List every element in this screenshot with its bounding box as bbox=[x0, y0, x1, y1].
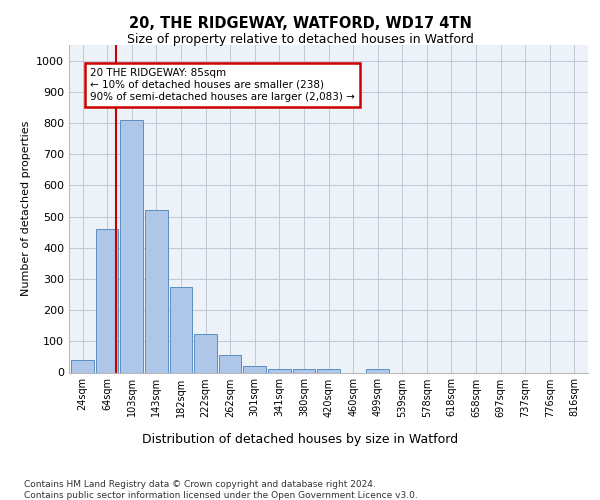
Bar bbox=[268, 369, 290, 372]
Bar bbox=[145, 210, 167, 372]
Bar bbox=[317, 370, 340, 372]
Bar bbox=[293, 370, 315, 372]
Bar bbox=[194, 334, 217, 372]
Bar bbox=[71, 360, 94, 372]
Text: 20, THE RIDGEWAY, WATFORD, WD17 4TN: 20, THE RIDGEWAY, WATFORD, WD17 4TN bbox=[128, 16, 472, 32]
Bar bbox=[96, 229, 118, 372]
Text: Size of property relative to detached houses in Watford: Size of property relative to detached ho… bbox=[127, 34, 473, 46]
Bar bbox=[244, 366, 266, 372]
Bar bbox=[367, 370, 389, 372]
Bar bbox=[219, 354, 241, 372]
Y-axis label: Number of detached properties: Number of detached properties bbox=[20, 121, 31, 296]
Text: Distribution of detached houses by size in Watford: Distribution of detached houses by size … bbox=[142, 432, 458, 446]
Text: Contains HM Land Registry data © Crown copyright and database right 2024.
Contai: Contains HM Land Registry data © Crown c… bbox=[24, 480, 418, 500]
Bar bbox=[170, 286, 192, 372]
Text: 20 THE RIDGEWAY: 85sqm
← 10% of detached houses are smaller (238)
90% of semi-de: 20 THE RIDGEWAY: 85sqm ← 10% of detached… bbox=[90, 68, 355, 102]
Bar bbox=[121, 120, 143, 372]
